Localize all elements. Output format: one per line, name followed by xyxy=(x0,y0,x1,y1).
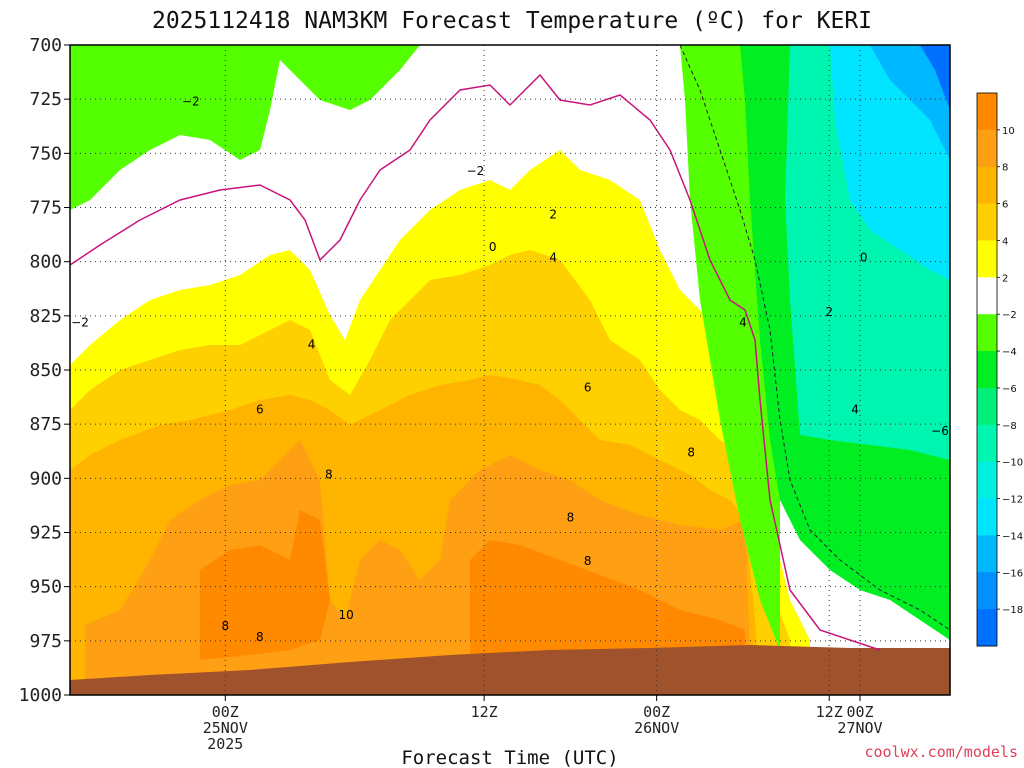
y-tick-label: 800 xyxy=(29,252,62,273)
colorbar-label: 8 xyxy=(1002,163,1008,174)
x-tick-label: 25NOV xyxy=(203,719,248,737)
contour-label: 6 xyxy=(256,402,264,416)
colorbar-band xyxy=(977,240,997,278)
contour-label: 10 xyxy=(338,608,353,622)
colorbar-band xyxy=(977,129,997,168)
y-tick-label: 750 xyxy=(29,143,62,164)
contour-label: 4 xyxy=(851,402,859,416)
fill-band-10-12 xyxy=(200,510,330,660)
contour-label: 2 xyxy=(549,207,557,221)
x-tick-label: 2025 xyxy=(207,735,243,753)
colorbar-band xyxy=(977,277,997,315)
contour-label: −2 xyxy=(467,164,485,178)
colorbar-label: −14 xyxy=(1002,531,1023,542)
credit-text: coolwx.com/models xyxy=(864,743,1018,761)
x-tick-label: 26NOV xyxy=(634,719,679,737)
y-tick-label: 875 xyxy=(29,414,62,435)
x-tick-label: 00Z xyxy=(643,703,670,721)
contour-zero-left xyxy=(69,73,881,651)
colorbar-band xyxy=(977,314,997,352)
colorbar-band xyxy=(977,572,997,610)
colorbar-label: 6 xyxy=(1002,200,1008,211)
y-tick-label: 700 xyxy=(29,35,62,56)
colorbar-band xyxy=(977,93,997,131)
terrain-ground xyxy=(70,645,950,695)
fill-band-minus18-minus20 xyxy=(920,45,950,110)
colorbar-band xyxy=(977,351,997,389)
plot-area xyxy=(69,44,951,695)
y-tick-label: 775 xyxy=(29,198,62,219)
colorbar-frame xyxy=(976,92,998,647)
y-tick-label: 925 xyxy=(29,523,62,544)
contour-label: −6 xyxy=(931,424,949,438)
colorbar-label: −16 xyxy=(1002,568,1023,579)
contour-label: 8 xyxy=(325,467,333,481)
contour-label: 0 xyxy=(860,251,868,265)
colorbar-label: 10 xyxy=(1002,126,1015,137)
contour-label: 8 xyxy=(687,446,695,460)
contour-label: 8 xyxy=(221,619,229,633)
contour-cold-edge xyxy=(679,44,951,631)
contour-label: 2 xyxy=(825,305,833,319)
contour-label: −2 xyxy=(71,316,89,330)
x-axis-label: Forecast Time (UTC) xyxy=(401,747,618,768)
colorbar-band xyxy=(977,535,997,573)
colorbar-band xyxy=(977,461,997,500)
colorbar-label: −2 xyxy=(1002,310,1017,321)
colorbar-label: −10 xyxy=(1002,458,1023,469)
contour-label: −2 xyxy=(182,95,200,109)
contour-label: 6 xyxy=(584,381,592,395)
y-axis: 700 725 750 775 800 825 850 875 900 925 950 975 1000 xyxy=(19,35,70,706)
grid-lines xyxy=(70,45,950,695)
colorbar-label: −8 xyxy=(1002,421,1017,432)
colorbar-label: 4 xyxy=(1002,236,1008,247)
y-tick-label: 825 xyxy=(29,306,62,327)
colorbar-band xyxy=(977,424,997,463)
contour-label: 8 xyxy=(584,554,592,568)
colorbar-band xyxy=(977,166,997,205)
contour-label: 4 xyxy=(549,251,557,265)
contour-label: 0 xyxy=(489,240,497,254)
contour-label: 4 xyxy=(739,316,747,330)
contour-label: 4 xyxy=(308,337,316,351)
colorbar: 10 8 6 4 2 −2 −4 −6 −8 −10 −12 −14 −16 −18 xyxy=(976,92,1023,647)
x-tick-label: 00Z xyxy=(846,703,873,721)
fill-band-minus14-minus18 xyxy=(870,45,950,160)
fill-band-10-12-b xyxy=(470,540,745,660)
y-tick-label: 850 xyxy=(29,360,62,381)
x-tick-label: 00Z xyxy=(212,703,239,721)
colorbar-label: −18 xyxy=(1002,605,1023,616)
chart-title: 2025112418 NAM3KM Forecast Temperature (… xyxy=(152,8,872,34)
x-tick-label: 12Z xyxy=(471,703,498,721)
colorbar-label: −4 xyxy=(1002,347,1017,358)
y-tick-label: 1000 xyxy=(19,685,62,706)
colorbar-band xyxy=(977,498,997,536)
colorbar-band xyxy=(977,203,997,241)
colorbar-band xyxy=(977,387,997,426)
x-tick-label: 12Z xyxy=(816,703,843,721)
contour-label: 8 xyxy=(256,630,264,644)
colorbar-label: −12 xyxy=(1002,495,1023,506)
y-tick-label: 975 xyxy=(29,631,62,652)
fill-band-minus2-minus4-left xyxy=(70,45,420,210)
colorbar-label: 2 xyxy=(1002,273,1008,284)
x-tick-label: 27NOV xyxy=(837,719,882,737)
colorbar-band xyxy=(977,609,997,647)
y-tick-label: 900 xyxy=(29,468,62,489)
colorbar-label: −6 xyxy=(1002,384,1017,395)
y-tick-label: 725 xyxy=(29,89,62,110)
y-tick-label: 950 xyxy=(29,577,62,598)
contour-labels: −2 −2 0 2 4 4 4 6 6 8 8 8 8 8 8 10 2 4 0 −6 −2 xyxy=(71,95,949,644)
contour-label: 8 xyxy=(567,511,575,525)
